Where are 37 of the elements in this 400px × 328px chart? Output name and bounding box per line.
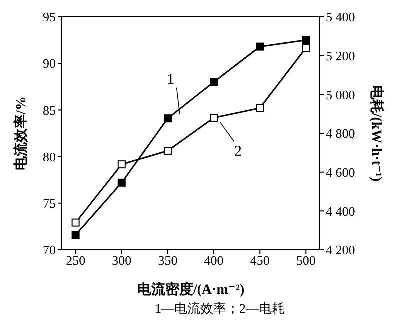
series-label: 1	[167, 72, 175, 88]
x-tick-label: 300	[112, 253, 132, 268]
y-tick-label: 95	[43, 10, 56, 25]
y-axis-title: 电流效率/%	[12, 96, 30, 170]
y-tick-label: 80	[43, 149, 56, 164]
point	[164, 114, 172, 123]
point	[118, 178, 126, 187]
y2-tick-label: 5 200	[326, 48, 356, 64]
y2-tick-label: 4 600	[326, 164, 356, 180]
y-tick-label: 85	[43, 102, 56, 118]
point	[256, 104, 264, 112]
y2-tick-label: 4 800	[326, 126, 356, 142]
y2-tick-label: 4 200	[326, 242, 356, 258]
point	[302, 36, 310, 44]
y-tick-label: 70	[43, 242, 56, 258]
y-tick-label: 90	[43, 56, 56, 72]
x-tick-label: 350	[158, 253, 178, 268]
x-tick-label: 250	[66, 253, 86, 268]
y-tick-label: 75	[43, 196, 56, 212]
y2-axis-title: 电耗/(kW·h·t⁻¹)	[368, 85, 384, 182]
point	[210, 114, 218, 122]
point	[72, 231, 80, 240]
point	[164, 146, 172, 155]
x-tick-label: 400	[204, 253, 224, 268]
y2-tick-label: 5 400	[326, 10, 356, 25]
y2-tick-label: 5 000	[326, 87, 356, 102]
point	[72, 218, 80, 227]
y2-tick-label: 4 400	[326, 204, 356, 219]
point	[302, 44, 310, 52]
x-axis-title: 电流密度/(A·m⁻²)	[137, 281, 245, 298]
point	[118, 160, 126, 169]
text: 1—电流效率；2—电耗	[154, 300, 286, 318]
x-tick-label: 450	[250, 253, 270, 268]
point	[256, 42, 264, 51]
legend-label: 2	[234, 144, 242, 160]
x-tick-label: 500	[296, 253, 316, 268]
point	[210, 78, 218, 86]
